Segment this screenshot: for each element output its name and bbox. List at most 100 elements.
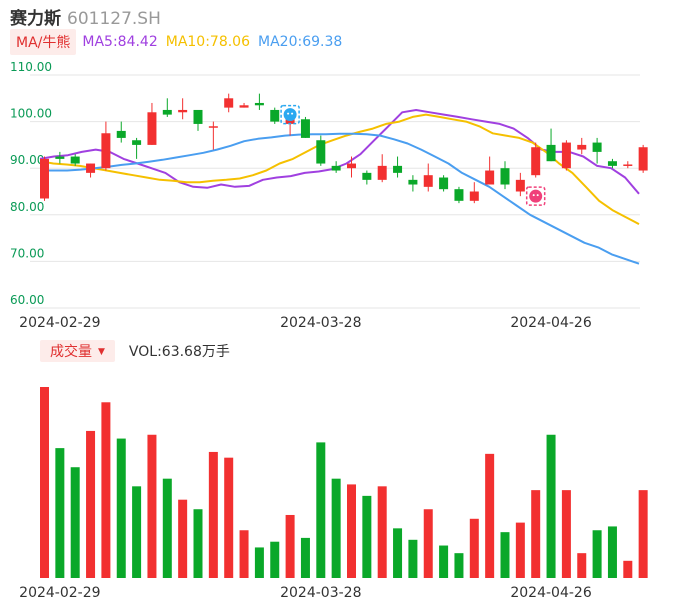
candle-body — [270, 109, 280, 122]
x-tick-label: 2024-02-29 — [19, 315, 100, 331]
volume-bar — [546, 434, 556, 578]
x-tick-label: 2024-04-26 — [510, 585, 591, 601]
volume-bar — [132, 486, 142, 578]
candle-body — [316, 140, 326, 164]
candle-body — [408, 179, 418, 185]
volume-bar — [208, 451, 218, 578]
candle-body — [592, 142, 602, 152]
x-tick-label: 2024-02-29 — [19, 585, 100, 601]
volume-bar — [285, 514, 295, 578]
volume-bar — [577, 553, 587, 578]
candle-body — [561, 142, 571, 169]
volume-bar — [469, 518, 479, 578]
candle-body — [439, 177, 449, 190]
volume-bar — [86, 430, 96, 578]
candle-body — [132, 140, 142, 145]
volume-bar — [55, 448, 65, 578]
candle-body — [362, 172, 372, 180]
candle-body — [638, 147, 648, 171]
volume-bar — [101, 402, 111, 578]
volume-bar — [592, 530, 602, 578]
volume-bar — [239, 530, 249, 578]
candle-body — [300, 119, 310, 138]
candle-body — [347, 163, 356, 169]
candle-body — [515, 179, 525, 192]
x-tick-label: 2024-04-26 — [510, 315, 591, 331]
ma5-legend-item: MA5:84.42 — [82, 34, 158, 50]
ma-legend: MA/牛熊 MA5:84.42 MA10:78.06 MA20:69.38 — [10, 29, 350, 55]
ma-toggle-button[interactable]: MA/牛熊 — [10, 29, 77, 55]
y-tick-label: 110.00 — [10, 60, 52, 74]
candle-body — [469, 191, 479, 201]
volume-bar — [607, 526, 617, 578]
volume-bar — [561, 490, 571, 578]
candle-body — [239, 105, 249, 108]
volume-bar — [331, 478, 341, 578]
volume-bar — [116, 438, 126, 578]
candle-body — [193, 109, 203, 124]
candle-body — [55, 156, 65, 159]
candle-body — [623, 164, 633, 166]
volume-bar — [485, 453, 495, 578]
y-tick-label: 70.00 — [10, 246, 44, 260]
volume-bar — [623, 560, 633, 578]
bear-badge-icon — [525, 186, 546, 206]
volume-bar — [362, 495, 372, 578]
stock-title: 赛力斯 601127.SH — [10, 4, 161, 29]
candle-body — [208, 126, 218, 128]
candle-body — [577, 144, 587, 150]
candle-body — [607, 161, 617, 166]
volume-bar — [423, 509, 433, 578]
volume-bar — [193, 509, 203, 578]
volume-bar — [454, 553, 464, 578]
candle-body — [147, 112, 157, 145]
volume-bar — [408, 539, 418, 578]
y-tick-label: 90.00 — [10, 153, 44, 167]
volume-value-label: VOL:63.68万手 — [128, 344, 230, 360]
candle-body — [116, 130, 126, 138]
stock-code: 601127.SH — [67, 9, 161, 29]
volume-bar — [377, 486, 387, 578]
candle-body — [40, 158, 49, 199]
ma20-line — [40, 132, 640, 265]
volume-bar — [300, 537, 310, 578]
candle-body — [86, 163, 96, 173]
x-tick-label: 2024-03-28 — [280, 315, 361, 331]
volume-bar — [439, 545, 449, 578]
dropdown-arrow-icon: ▼ — [98, 347, 105, 357]
candle-body — [546, 144, 556, 162]
candle-body — [162, 109, 172, 115]
y-tick-label: 60.00 — [10, 293, 44, 307]
volume-bar — [316, 442, 326, 578]
volume-bar — [147, 434, 157, 578]
volume-dropdown-label: 成交量 — [50, 344, 92, 360]
volume-bar — [638, 490, 648, 578]
candle-body — [254, 102, 264, 106]
volume-bar — [500, 532, 510, 578]
volume-header: 成交量 ▼ VOL:63.68万手 — [40, 340, 230, 362]
ma10-legend-item: MA10:78.06 — [165, 34, 251, 50]
volume-bar — [162, 478, 172, 578]
volume-bar — [393, 528, 403, 578]
candle-body — [377, 165, 387, 180]
volume-bar — [270, 541, 280, 578]
volume-indicator-dropdown[interactable]: 成交量 ▼ — [40, 340, 115, 362]
volume-bar — [254, 547, 264, 578]
y-tick-label: 100.00 — [10, 107, 52, 121]
candle-body — [101, 133, 111, 169]
candle-body — [454, 189, 464, 201]
candle-body — [331, 165, 341, 171]
volume-bar — [224, 457, 234, 578]
volume-bar — [40, 387, 49, 578]
candle-body — [485, 170, 495, 185]
ma20-legend-item: MA20:69.38 — [258, 34, 343, 50]
volume-bar — [178, 499, 188, 578]
y-tick-label: 80.00 — [10, 200, 44, 214]
volume-bar — [347, 484, 356, 578]
candle-body — [423, 175, 433, 187]
volume-bar — [515, 522, 525, 578]
candle-body — [224, 98, 234, 108]
candle-body — [500, 168, 510, 185]
volume-bar — [70, 467, 80, 578]
